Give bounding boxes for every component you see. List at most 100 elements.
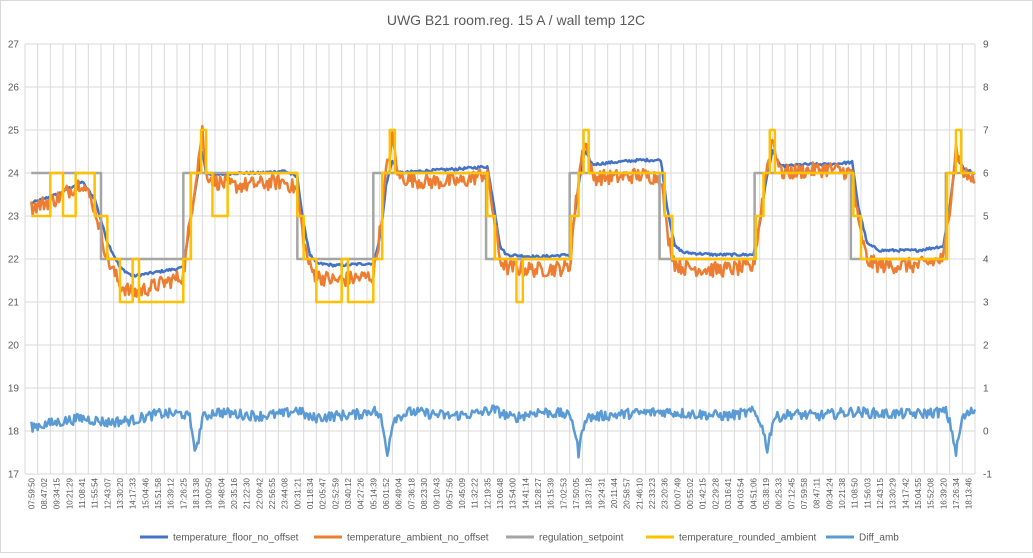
- series-line-temperature_ambient_no_offset: [30, 124, 976, 298]
- x-tick-label: 06:25:33: [775, 477, 784, 509]
- x-tick-label: 03:16:41: [724, 477, 733, 509]
- x-tick-label: 15:04:46: [141, 477, 150, 509]
- x-tick-label: 03:40:12: [344, 477, 353, 509]
- x-tick-label: 04:51:06: [749, 477, 758, 509]
- x-tick-label: 18:13:38: [192, 477, 201, 509]
- x-tick-label: 19:00:50: [205, 477, 214, 509]
- x-tick-label: 00:31:21: [293, 477, 302, 509]
- x-tick-label: 14:17:42: [901, 477, 910, 509]
- legend-label-Diff_amb: Diff_amb: [859, 533, 899, 544]
- x-tick-label: 13:30:29: [889, 477, 898, 509]
- y-left-tick-label: 22: [8, 255, 20, 266]
- x-tick-label: 05:38:19: [762, 477, 771, 509]
- y-right-tick-label: 1: [983, 384, 989, 395]
- legend: temperature_floor_no_offset temperature_a…: [140, 533, 899, 544]
- x-tick-label: 09:10:43: [433, 477, 442, 509]
- legend-label-regulation_setpoint: regulation_setpoint: [539, 533, 624, 544]
- y-right-tick-label: 3: [983, 298, 989, 309]
- x-tick-label: 11:08:50: [851, 477, 860, 508]
- y-right-tick-label: 2: [983, 341, 989, 352]
- x-tick-label: 01:18:34: [306, 477, 315, 509]
- y-right-tick-label: 9: [983, 40, 989, 51]
- x-tick-label: 14:41:14: [521, 477, 530, 509]
- y-right-tick-label: 8: [983, 83, 989, 94]
- series-line-temperature_rounded_ambient: [31, 128, 975, 304]
- x-tick-label: 05:14:39: [369, 477, 378, 509]
- x-tick-label: 10:21:38: [838, 477, 847, 509]
- y-left-tick-label: 23: [8, 212, 20, 223]
- x-tick-label: 22:09:42: [255, 477, 264, 509]
- legend-label-temperature_ambient_no_offset: temperature_ambient_no_offset: [347, 533, 489, 544]
- y-left-tick-label: 26: [8, 83, 20, 94]
- y-left-tick-label: 20: [8, 341, 20, 352]
- x-tick-label: 12:43:15: [876, 477, 885, 509]
- x-tick-label: 11:55:54: [91, 477, 100, 508]
- x-tick-label: 06:49:04: [395, 477, 404, 509]
- x-tick-label: 02:52:59: [331, 477, 340, 509]
- x-tick-label: 07:12:45: [787, 477, 796, 509]
- x-tick-label: 11:08:41: [78, 477, 87, 508]
- y-left-tick-label: 19: [8, 384, 20, 395]
- x-tick-label: 23:44:08: [281, 477, 290, 509]
- x-tick-label: 23:20:36: [661, 477, 670, 509]
- series-lines: [30, 124, 977, 459]
- x-tick-label: 13:06:48: [496, 477, 505, 509]
- x-tick-label: 08:23:30: [420, 477, 429, 509]
- x-tick-label: 09:57:56: [445, 477, 454, 509]
- x-tick-label: 09:34:24: [825, 477, 834, 509]
- x-tick-label: 17:50:05: [572, 477, 581, 509]
- x-tick-label: 13:30:20: [116, 477, 125, 509]
- x-tick-label: 22:33:23: [648, 477, 657, 509]
- y-left-tick-label: 25: [8, 126, 20, 137]
- x-tick-label: 11:32:22: [471, 477, 480, 508]
- x-tick-label: 15:51:58: [154, 477, 163, 509]
- x-tick-label: 14:17:33: [129, 477, 138, 509]
- x-tick-label: 02:05:47: [319, 477, 328, 509]
- x-tick-label: 06:01:52: [382, 477, 391, 509]
- x-tick-label: 20:11:44: [610, 477, 619, 508]
- x-tick-label: 19:48:04: [217, 477, 226, 509]
- x-tick-label: 07:59:58: [800, 477, 809, 509]
- x-tick-label: 21:22:30: [243, 477, 252, 509]
- x-tick-label: 20:58:57: [623, 477, 632, 509]
- x-tick-label: 15:04:55: [914, 477, 923, 509]
- x-tick-label: 16:15:39: [547, 477, 556, 509]
- x-tick-label: 15:52:08: [927, 477, 936, 509]
- x-tick-label: 00:55:02: [686, 477, 695, 509]
- y-left-tick-label: 18: [8, 427, 20, 438]
- x-tick-label: 08:47:02: [40, 477, 49, 509]
- x-tick-label: 10:45:09: [458, 477, 467, 509]
- x-tick-label: 17:02:53: [559, 477, 568, 509]
- y-right-tick-label: 7: [983, 126, 989, 137]
- series-line-Diff_amb: [30, 404, 977, 459]
- x-tick-label: 19:24:31: [597, 477, 606, 509]
- x-tick-label: 18:37:18: [585, 477, 594, 509]
- x-tick-label: 17:26:25: [179, 477, 188, 509]
- axes: 1718192021222324252627-1012345678907:59:…: [8, 40, 992, 510]
- x-tick-label: 07:59:50: [27, 477, 36, 509]
- x-tick-label: 13:54:00: [509, 477, 518, 509]
- x-tick-label: 20:35:16: [230, 477, 239, 509]
- x-tick-label: 04:27:26: [357, 477, 366, 509]
- x-tick-label: 10:21:29: [65, 477, 74, 509]
- y-left-tick-label: 27: [8, 40, 20, 51]
- y-right-tick-label: -1: [983, 470, 992, 481]
- chart-title: UWG B21 room.reg. 15 A / wall temp 12C: [387, 12, 645, 28]
- x-tick-label: 11:56:03: [863, 477, 872, 508]
- y-left-tick-label: 17: [8, 470, 20, 481]
- gridlines: [24, 43, 976, 475]
- x-tick-label: 00:07:49: [673, 477, 682, 509]
- legend-label-temperature_rounded_ambient: temperature_rounded_ambient: [679, 533, 817, 544]
- x-tick-label: 04:03:54: [737, 477, 746, 509]
- x-tick-label: 16:39:12: [167, 477, 176, 509]
- x-tick-label: 15:28:27: [534, 477, 543, 509]
- x-tick-label: 12:19:35: [483, 477, 492, 509]
- y-right-tick-label: 4: [983, 255, 989, 266]
- x-tick-label: 17:26:34: [952, 477, 961, 509]
- x-tick-label: 18:13:46: [965, 477, 974, 509]
- legend-label-temperature_floor_no_offset: temperature_floor_no_offset: [173, 533, 299, 544]
- y-right-tick-label: 0: [983, 427, 989, 438]
- y-right-tick-label: 6: [983, 169, 989, 180]
